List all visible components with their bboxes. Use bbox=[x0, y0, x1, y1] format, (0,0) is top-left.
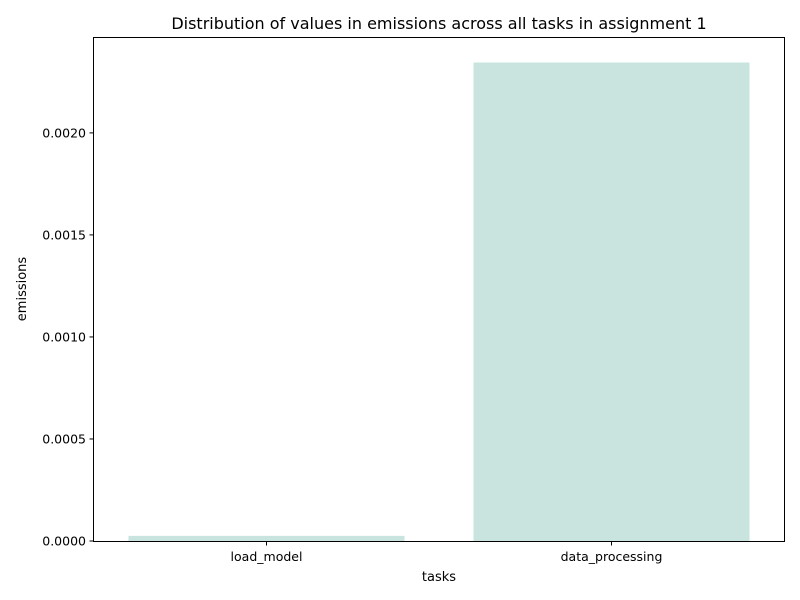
x-tick-label: load_model bbox=[231, 549, 303, 564]
x-tick-label: data_processing bbox=[561, 549, 663, 564]
y-tick-label: 0.0020 bbox=[42, 125, 86, 140]
bars-group bbox=[128, 62, 750, 541]
y-tick-label: 0.0000 bbox=[42, 534, 86, 549]
y-tick-label: 0.0005 bbox=[42, 431, 86, 446]
plot-frame bbox=[93, 37, 785, 542]
y-tick-label: 0.0010 bbox=[42, 329, 86, 344]
y-axis-label: emissions bbox=[15, 257, 30, 322]
y-axis-ticks: 0.0000 0.0005 0.0010 0.0015 0.0020 bbox=[42, 125, 94, 549]
chart-title: Distribution of values in emissions acro… bbox=[171, 14, 706, 33]
bar-load_model bbox=[128, 535, 405, 541]
x-axis-label: tasks bbox=[422, 570, 456, 585]
bar-data_processing bbox=[473, 62, 750, 541]
y-tick-label: 0.0015 bbox=[42, 227, 86, 242]
x-axis-ticks: load_model data_processing bbox=[231, 541, 663, 564]
